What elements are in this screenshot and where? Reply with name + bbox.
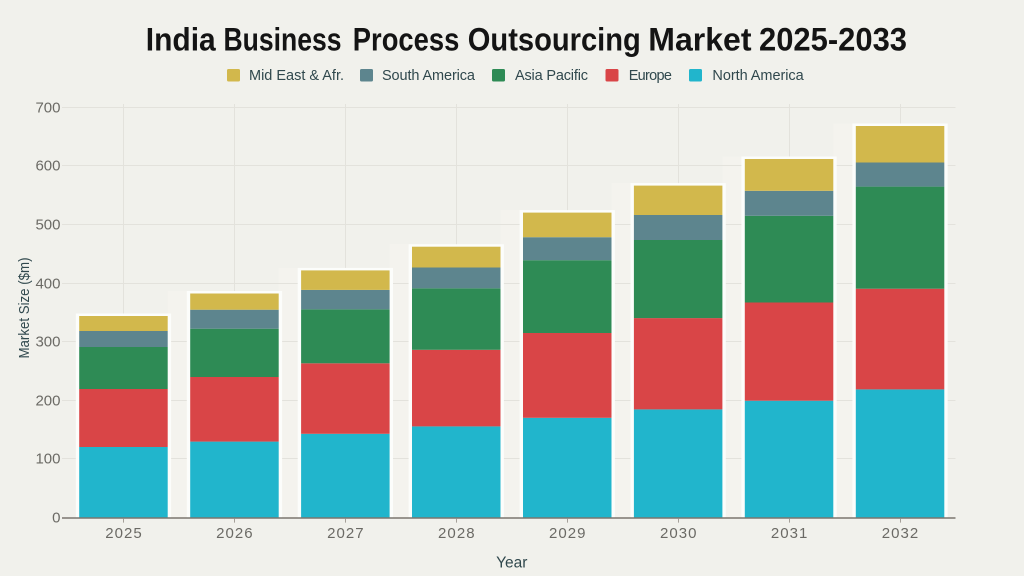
svg-text:Market: Market <box>648 22 752 58</box>
svg-text:200: 200 <box>35 393 60 410</box>
svg-text:Business: Business <box>224 22 342 58</box>
svg-text:2030: 2030 <box>660 525 697 542</box>
svg-text:Outsourcing: Outsourcing <box>468 22 641 58</box>
svg-text:2027: 2027 <box>327 525 364 542</box>
svg-text:Europe: Europe <box>629 68 672 84</box>
svg-text:2029: 2029 <box>549 525 586 542</box>
svg-text:Market Size ($m): Market Size ($m) <box>17 258 33 359</box>
svg-text:2025-2033: 2025-2033 <box>759 22 907 58</box>
svg-text:100: 100 <box>35 451 60 468</box>
svg-text:India: India <box>146 22 216 58</box>
svg-text:500: 500 <box>35 217 60 234</box>
svg-text:600: 600 <box>35 158 60 175</box>
svg-text:2031: 2031 <box>771 525 808 542</box>
svg-text:700: 700 <box>35 100 60 117</box>
svg-text:South America: South America <box>382 68 476 84</box>
svg-text:Mid East & Afr.: Mid East & Afr. <box>249 68 344 84</box>
svg-text:Asia Pacific: Asia Pacific <box>515 68 588 84</box>
svg-text:Process: Process <box>353 22 460 58</box>
svg-text:300: 300 <box>35 334 60 351</box>
svg-text:2032: 2032 <box>882 525 919 542</box>
svg-text:North America: North America <box>712 68 804 84</box>
svg-text:0: 0 <box>52 510 60 527</box>
svg-text:Year: Year <box>496 554 527 571</box>
svg-text:2026: 2026 <box>216 525 253 542</box>
svg-text:400: 400 <box>35 276 60 293</box>
svg-text:2025: 2025 <box>105 525 142 542</box>
svg-text:2028: 2028 <box>438 525 475 542</box>
